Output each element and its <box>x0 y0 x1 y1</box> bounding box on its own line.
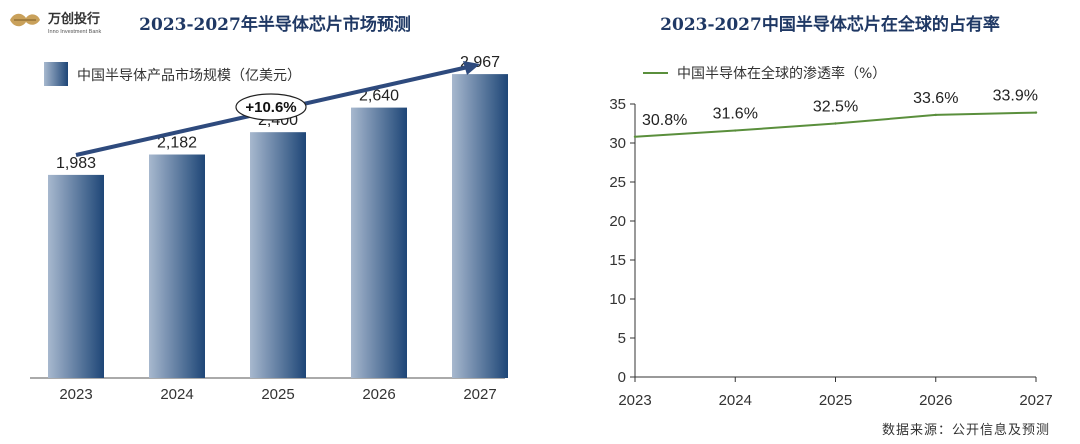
share-point-2025 <box>834 122 837 125</box>
right-chart-title: 2023-2027中国半导体芯片在全球的占有率 <box>660 14 1000 35</box>
share-point-2027 <box>1034 111 1038 114</box>
x-tick-label: 2024 <box>160 386 193 403</box>
bar-value-label: 1,983 <box>56 155 96 172</box>
bar-value-label: 2,182 <box>157 135 197 152</box>
bar-2025 <box>250 132 306 378</box>
y-tick-label: 0 <box>618 369 626 386</box>
share-point-2023 <box>633 135 637 138</box>
share-value-label: 32.5% <box>813 99 858 116</box>
y-tick-label: 35 <box>609 96 626 113</box>
left-legend-swatch <box>44 62 68 86</box>
source-note: 数据来源：公开信息及预测 <box>882 422 1050 438</box>
growth-badge <box>235 93 307 121</box>
x-tick-label: 2025 <box>819 392 852 409</box>
y-tick-label: 30 <box>609 135 626 152</box>
y-tick-label: 10 <box>609 291 626 308</box>
logo-en-text: Inno Investment Bank <box>48 29 101 35</box>
share-line-chart: 2023-2027中国半导体芯片在全球的占有率 中国半导体在全球的渗透率（%） … <box>609 14 1052 409</box>
share-value-label: 31.6% <box>713 106 758 123</box>
share-value-label: 33.9% <box>993 88 1038 105</box>
market-size-bar-chart: 2023-2027年半导体芯片市场预测 中国半导体产品市场规模（亿美元） 1,9… <box>30 14 508 403</box>
bar-2026 <box>351 107 407 378</box>
x-tick-label: 2023 <box>618 392 651 409</box>
y-tick-label: 20 <box>609 213 626 230</box>
share-value-label: 30.8% <box>642 112 687 129</box>
x-tick-label: 2027 <box>463 386 496 403</box>
x-tick-label: 2027 <box>1019 392 1052 409</box>
bar-2027 <box>452 74 508 378</box>
left-chart-title: 2023-2027年半导体芯片市场预测 <box>139 14 411 35</box>
bar-2024 <box>149 154 205 378</box>
logo-emblem-icon <box>10 13 40 27</box>
x-tick-label: 2023 <box>59 386 92 403</box>
left-legend-label: 中国半导体产品市场规模（亿美元） <box>77 67 301 84</box>
right-legend-label: 中国半导体在全球的渗透率（%） <box>677 65 886 82</box>
x-tick-label: 2026 <box>362 386 395 403</box>
bar-2023 <box>48 174 104 378</box>
y-tick-label: 25 <box>609 174 626 191</box>
share-point-2026 <box>934 113 937 117</box>
x-tick-label: 2026 <box>919 392 952 409</box>
growth-label: +10.6% <box>245 99 296 116</box>
bar-value-label: 2,640 <box>359 88 399 105</box>
x-tick-label: 2024 <box>719 392 752 409</box>
x-tick-label: 2025 <box>261 386 294 403</box>
share-value-label: 33.6% <box>913 90 958 107</box>
y-tick-label: 5 <box>618 330 626 347</box>
share-point-2024 <box>734 129 737 132</box>
company-logo: 万创投行 Inno Investment Bank <box>10 11 101 35</box>
growth-arrow-head-icon <box>463 61 480 75</box>
y-tick-label: 15 <box>609 252 626 269</box>
logo-cn-text: 万创投行 <box>47 11 100 27</box>
